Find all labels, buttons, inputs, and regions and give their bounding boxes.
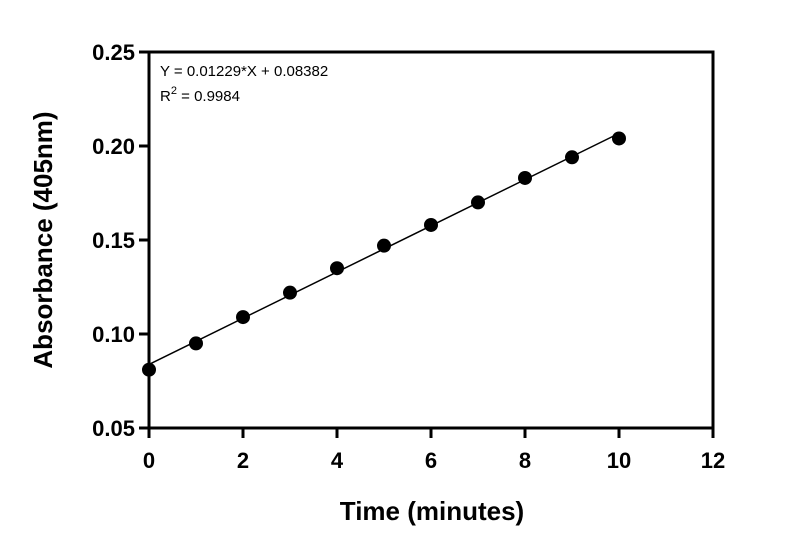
r-squared-annotation: R2 = 0.9984 [160, 85, 240, 105]
data-point [612, 131, 626, 146]
data-point [142, 362, 156, 377]
x-tick-label: 0 [143, 448, 155, 473]
r-squared-value: = 0.9984 [177, 88, 240, 105]
fit-equation: Y = 0.01229*X + 0.08382 [160, 63, 328, 80]
r-squared-prefix: R [160, 88, 171, 105]
data-point [236, 310, 250, 325]
plot-border [147, 50, 715, 430]
data-point [565, 150, 579, 165]
data-point [424, 217, 438, 232]
y-axis-title: Absorbance (405nm) [28, 111, 58, 368]
data-points-layer [142, 131, 626, 377]
x-axis-title: Time (minutes) [340, 496, 524, 526]
data-point [471, 195, 485, 210]
data-point [518, 170, 532, 185]
plot-frame [147, 50, 715, 430]
r-squared-superscript: 2 [171, 85, 177, 97]
y-tick-label: 0.25 [92, 40, 135, 65]
data-point [330, 261, 344, 276]
data-point [283, 285, 297, 300]
x-tick-label: 4 [331, 448, 344, 473]
y-tick-label: 0.10 [92, 322, 135, 347]
x-tick-label: 12 [701, 448, 725, 473]
x-tick-label: 6 [425, 448, 437, 473]
x-tick-label: 2 [237, 448, 249, 473]
x-tick-label: 10 [607, 448, 631, 473]
data-point [377, 238, 391, 253]
y-tick-label: 0.05 [92, 416, 135, 441]
y-tick-label: 0.15 [92, 228, 135, 253]
data-point [189, 336, 203, 351]
axis-ticks-layer: 0 2 4 6 8 10 12 0.05 0.10 0.15 0.20 0.25 [92, 40, 725, 473]
x-tick-label: 8 [519, 448, 531, 473]
y-tick-label: 0.20 [92, 134, 135, 159]
